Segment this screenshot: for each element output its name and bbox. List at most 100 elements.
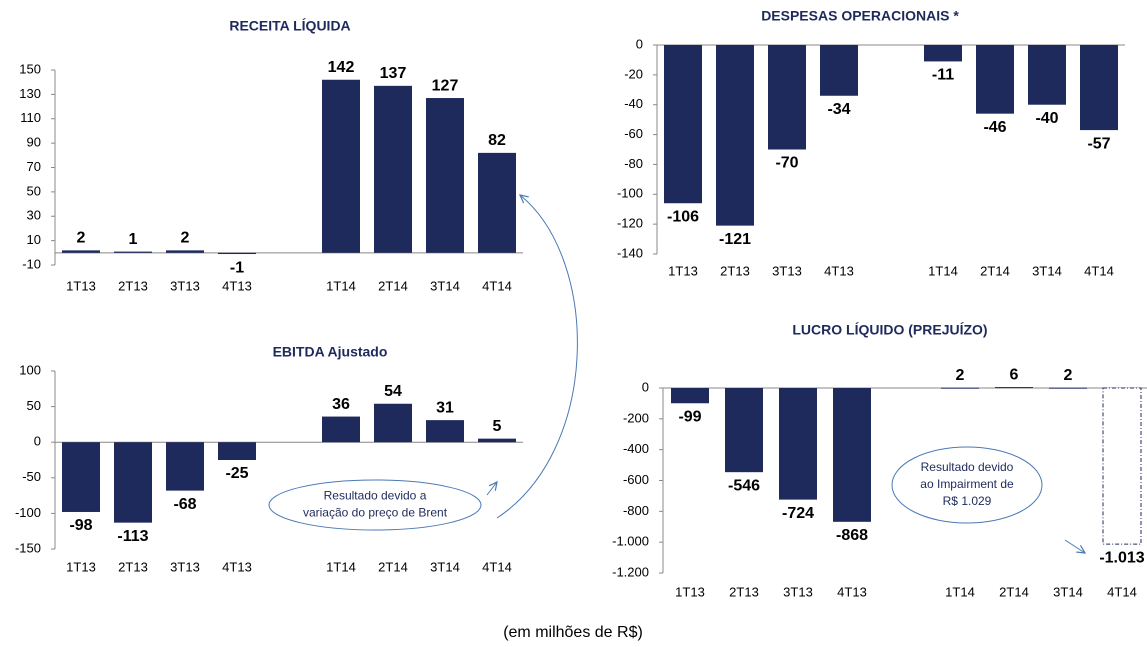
- annotation: R$ 1.029: [943, 494, 992, 508]
- y-tick-label: -40: [624, 96, 643, 111]
- y-tick-label: -80: [624, 156, 643, 171]
- x-tick-label: 3T14: [430, 278, 460, 293]
- x-tick-label: 3T13: [783, 584, 813, 599]
- y-tick-label: -600: [623, 472, 649, 487]
- x-tick-label: 2T13: [729, 584, 759, 599]
- bar: [671, 388, 709, 404]
- y-tick-label: -60: [624, 126, 643, 141]
- y-tick-label: 10: [27, 232, 41, 247]
- x-tick-label: 2T14: [999, 584, 1029, 599]
- y-tick-label: 50: [27, 398, 41, 413]
- y-tick-label: -50: [22, 469, 41, 484]
- data-label: 142: [328, 59, 355, 76]
- y-tick-label: 100: [19, 362, 41, 377]
- data-label: -98: [69, 517, 92, 534]
- note-bubble: [268, 479, 482, 531]
- x-tick-label: 2T14: [378, 278, 408, 293]
- y-tick-label: -10: [22, 256, 41, 271]
- chart-title: EBITDA Ajustado: [273, 344, 388, 360]
- y-tick-label: -400: [623, 441, 649, 456]
- data-label: 137: [380, 65, 407, 82]
- annotation: Resultado devido a: [324, 489, 427, 503]
- data-label: -11: [932, 67, 954, 84]
- bar: [1080, 45, 1118, 131]
- bar: [166, 442, 204, 491]
- bar: [768, 45, 806, 150]
- bar: [322, 416, 360, 443]
- x-tick-label: 1T14: [928, 263, 958, 278]
- bar: [114, 251, 152, 253]
- data-label: 2: [181, 230, 190, 247]
- x-tick-label: 4T13: [222, 278, 252, 293]
- arrow: [486, 482, 497, 496]
- data-label: 54: [384, 383, 402, 400]
- annotation: ao Impairment de: [920, 477, 1014, 491]
- data-label: 5: [493, 418, 502, 435]
- bar: [924, 45, 962, 62]
- data-label: -57: [1087, 135, 1110, 152]
- x-tick-label: 1T14: [945, 584, 975, 599]
- x-tick-label: 3T14: [1032, 263, 1062, 278]
- x-tick-label: 3T14: [1053, 584, 1083, 599]
- chart-title: DESPESAS OPERACIONAIS *: [761, 8, 959, 24]
- x-tick-label: 1T13: [66, 278, 96, 293]
- x-tick-label: 4T14: [1107, 584, 1137, 599]
- data-label: -868: [836, 527, 868, 544]
- bar: [62, 442, 100, 512]
- data-label: -1.013: [1099, 549, 1144, 566]
- bar: [995, 387, 1033, 389]
- y-tick-label: 0: [636, 36, 643, 51]
- bar: [941, 387, 979, 389]
- bar: [725, 388, 763, 473]
- y-tick-label: 110: [20, 110, 41, 125]
- bar: [664, 45, 702, 204]
- bar: [374, 85, 412, 253]
- data-label: -724: [782, 505, 814, 522]
- y-tick-label: 50: [27, 183, 41, 198]
- data-label: 82: [488, 132, 506, 149]
- data-label: 2: [956, 367, 965, 384]
- data-label: 6: [1010, 366, 1019, 383]
- x-tick-label: 1T13: [66, 559, 96, 574]
- data-label: -99: [678, 408, 701, 425]
- y-tick-label: 30: [27, 208, 41, 223]
- data-label: -1: [230, 259, 244, 276]
- x-tick-label: 4T13: [222, 559, 252, 574]
- x-tick-label: 2T14: [378, 559, 408, 574]
- y-tick-label: -200: [623, 410, 649, 425]
- y-tick-label: -800: [623, 503, 649, 518]
- y-tick-label: 90: [27, 135, 41, 150]
- footnote: (em milhões de R$): [503, 624, 643, 641]
- bar: [426, 98, 464, 253]
- bar: [166, 250, 204, 253]
- x-tick-label: 2T13: [118, 278, 148, 293]
- arrow: [496, 195, 578, 519]
- annotation: variação do preço de Brent: [303, 506, 448, 520]
- data-label: -40: [1035, 110, 1058, 127]
- x-tick-label: 1T14: [326, 278, 356, 293]
- y-tick-label: 130: [19, 86, 41, 101]
- y-tick-label: 0: [642, 379, 649, 394]
- data-label: 36: [332, 396, 350, 413]
- x-tick-label: 4T14: [482, 559, 512, 574]
- data-label: 2: [77, 230, 86, 247]
- bar: [218, 252, 256, 255]
- y-tick-label: -100: [15, 505, 41, 520]
- x-tick-label: 4T13: [837, 584, 867, 599]
- y-tick-label: -120: [617, 216, 643, 231]
- y-tick-label: -20: [624, 66, 643, 81]
- bar: [1049, 387, 1087, 389]
- data-label: -106: [667, 208, 699, 225]
- x-tick-label: 4T13: [824, 263, 854, 278]
- bar: [426, 420, 464, 443]
- data-label: -70: [775, 155, 798, 172]
- y-tick-label: -140: [617, 245, 643, 260]
- data-label: 1: [129, 231, 138, 248]
- data-label: -34: [827, 101, 850, 118]
- x-tick-label: 1T14: [326, 559, 356, 574]
- y-tick-label: 150: [19, 61, 41, 76]
- data-label: -121: [719, 231, 751, 248]
- bar: [716, 45, 754, 226]
- x-tick-label: 2T14: [980, 263, 1010, 278]
- bar: [478, 152, 516, 253]
